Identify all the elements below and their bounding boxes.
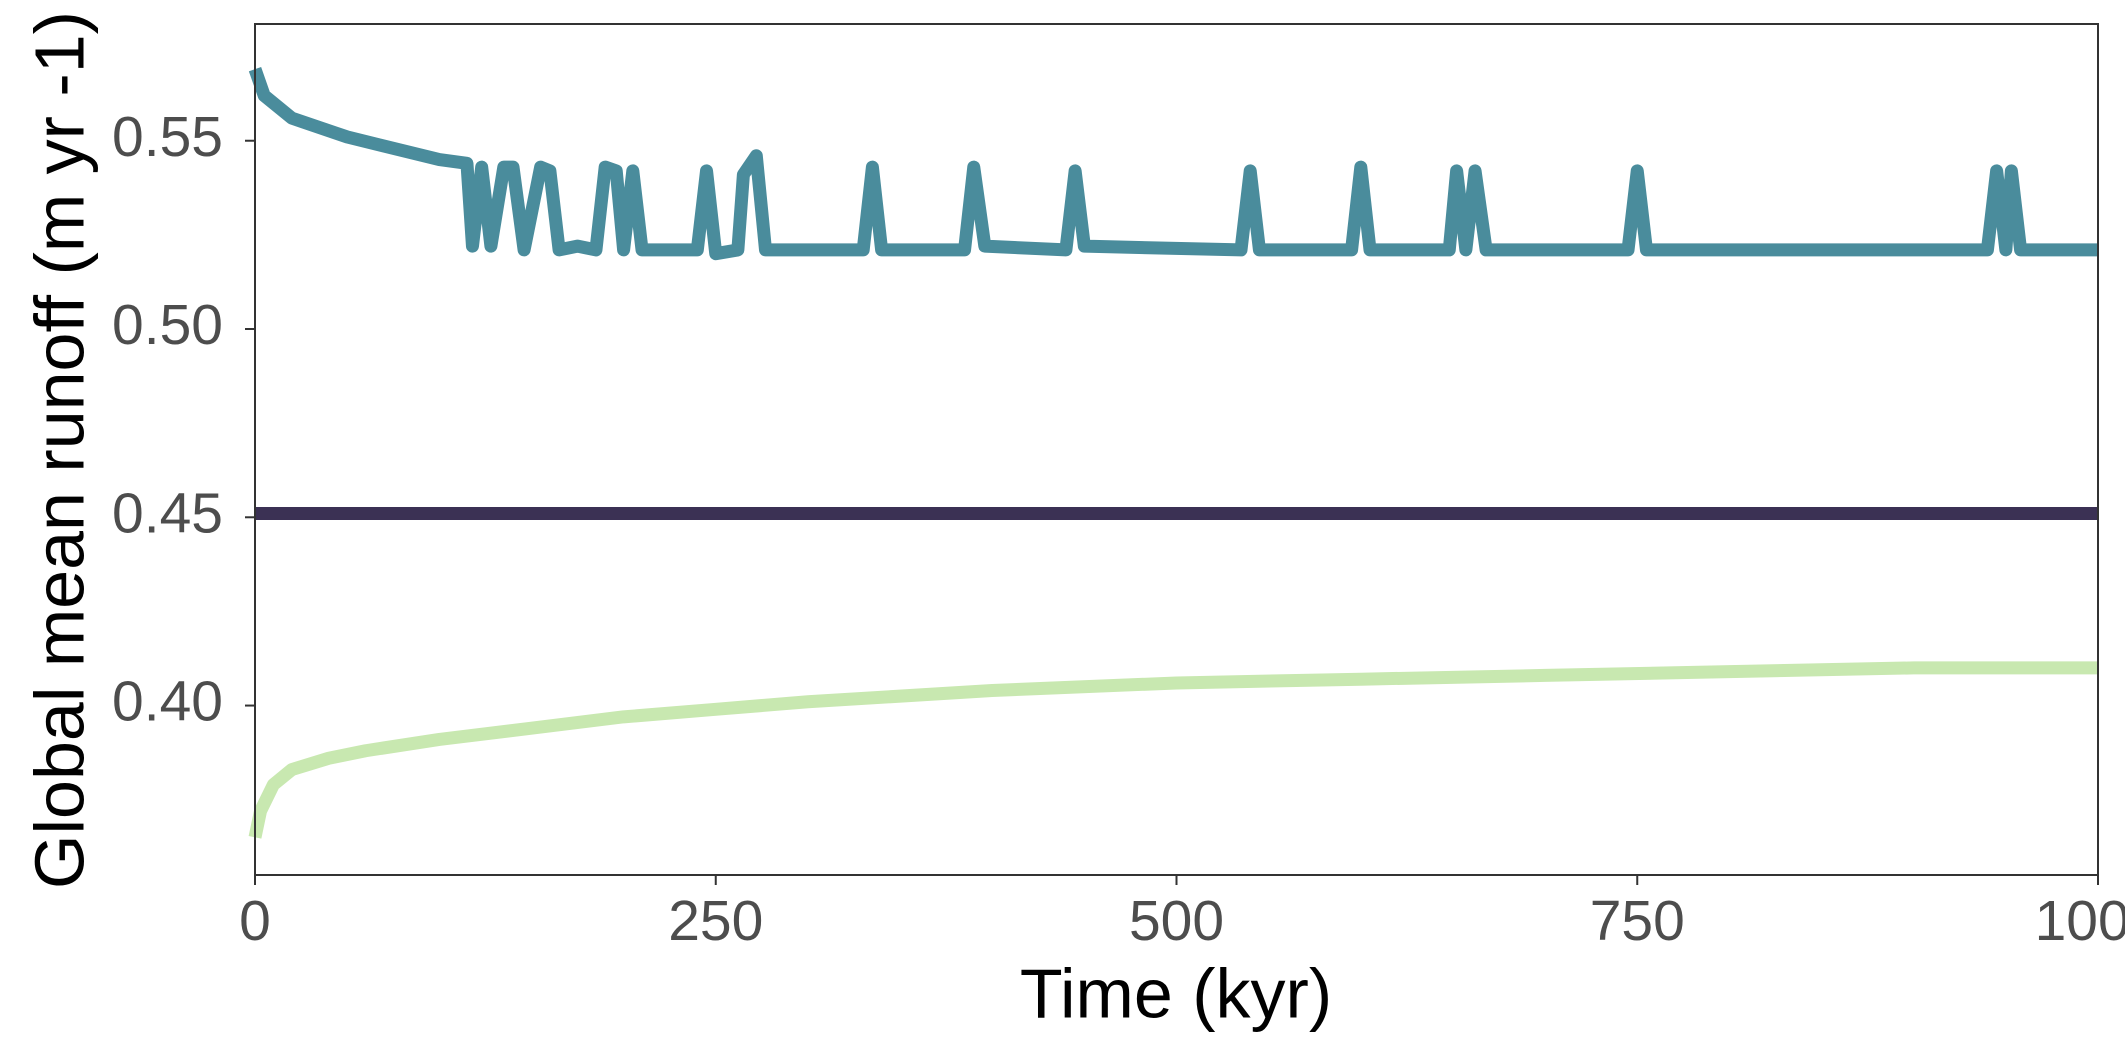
x-axis-title: Time (kyr) (1020, 954, 1332, 1032)
x-tick-label: 750 (1590, 889, 1685, 953)
x-tick-label: 1000 (2035, 889, 2125, 953)
x-tick-label: 250 (668, 889, 763, 953)
plot-border (254, 23, 2099, 876)
y-tick-label: 0.50 (112, 293, 223, 357)
y-tick-label: 0.40 (112, 670, 223, 734)
y-axis-title: Global mean runoff (m yr -1) (20, 11, 98, 889)
line (248, 661, 2098, 839)
y-tick-label: 0.45 (112, 481, 223, 545)
x-tick-label: 0 (239, 889, 271, 953)
x-tick-label: 500 (1129, 889, 1224, 953)
y-tick-label: 0.55 (112, 105, 223, 169)
line (248, 67, 2098, 261)
